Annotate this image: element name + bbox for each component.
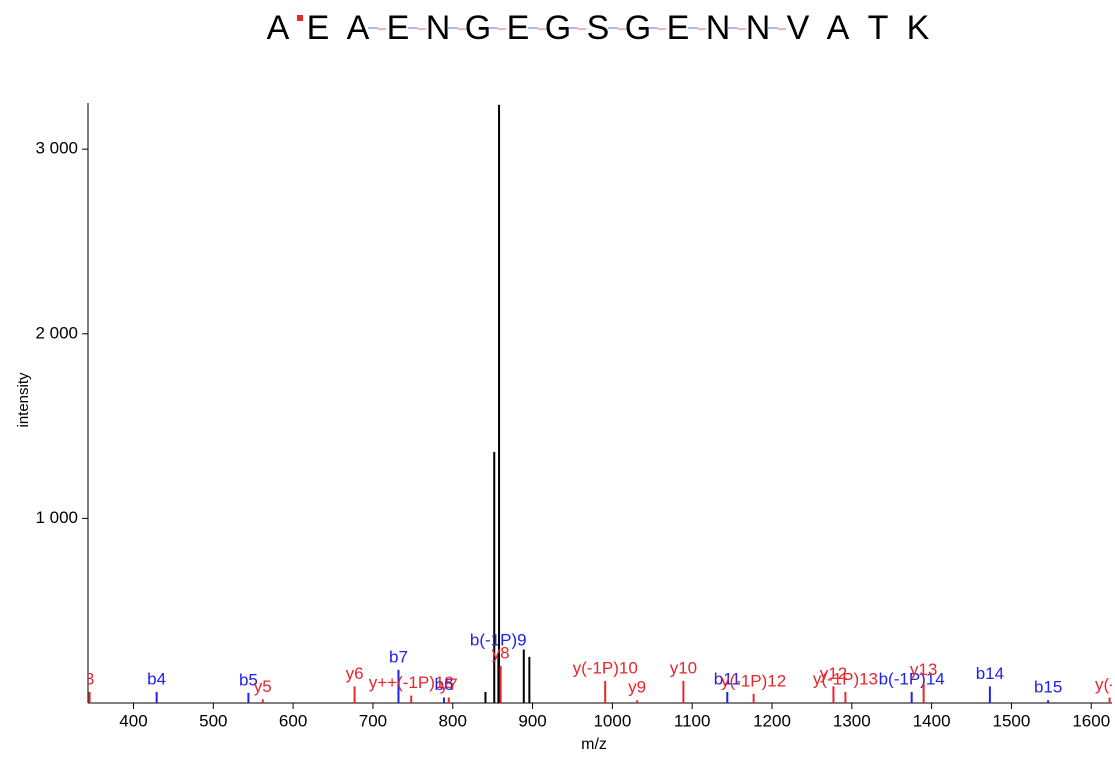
plot-area: 3b4b5y5y6b7y++(-1P)18b6y7b(-1P)9y8y(-1P)… xyxy=(85,104,1115,703)
residue: G xyxy=(545,9,571,47)
peak-label: y9 xyxy=(628,678,646,697)
peak-label: y++(-1P)18 xyxy=(369,673,454,692)
residue: V xyxy=(787,9,810,47)
residue: E xyxy=(507,9,530,47)
peak-label: b5 xyxy=(239,670,258,689)
peak-label: y(-1P)12 xyxy=(721,671,786,690)
y-axis-label: intensity xyxy=(15,372,32,428)
x-tick-label: 600 xyxy=(279,711,307,730)
x-tick-label: 700 xyxy=(359,711,387,730)
x-tick-label: 500 xyxy=(199,711,227,730)
peak-label: y(-1P)10 xyxy=(573,658,638,677)
residue: E xyxy=(387,9,410,47)
peak-label: b4 xyxy=(147,669,166,688)
residue: T xyxy=(868,9,889,47)
peak-label: b15 xyxy=(1034,678,1062,697)
residue: A xyxy=(827,9,850,47)
y-tick-label: 3 000 xyxy=(35,139,78,158)
peak-label: y8 xyxy=(492,644,510,663)
x-tick-label: 800 xyxy=(439,711,467,730)
peak-label: y12 xyxy=(820,664,847,683)
x-axis-label: m/z xyxy=(581,736,607,753)
peak-label: y(-1P)13 xyxy=(813,669,878,688)
x-tick-label: 1300 xyxy=(833,711,871,730)
x-tick-label: 1000 xyxy=(593,711,631,730)
peak-label: b11 xyxy=(714,669,741,688)
residue: N xyxy=(746,9,771,47)
residue: S xyxy=(587,9,610,47)
y-tick-label: 2 000 xyxy=(35,323,78,342)
peak-label: b7 xyxy=(389,647,408,666)
x-tick-label: 1400 xyxy=(913,711,951,730)
x-tick-label: 1600 xyxy=(1072,711,1110,730)
peak-label: y5 xyxy=(254,677,272,696)
residue: A xyxy=(347,9,370,47)
residue: G xyxy=(465,9,491,47)
x-tick-label: 1100 xyxy=(674,711,711,730)
y-tick-label: 1 000 xyxy=(35,508,78,527)
peak-label: y10 xyxy=(670,658,697,677)
residue: E xyxy=(307,9,330,47)
x-tick-label: 1500 xyxy=(993,711,1031,730)
residue: G xyxy=(625,9,651,47)
peak-label: b6 xyxy=(435,675,454,694)
x-tick-label: 400 xyxy=(119,711,147,730)
peak-label: y(-1 xyxy=(1095,675,1115,694)
peak-label: b(-1P)14 xyxy=(879,669,945,688)
residue: E xyxy=(667,9,690,47)
peak-label: y7 xyxy=(440,675,458,694)
peak-label: 3 xyxy=(85,669,94,688)
peak-label: y6 xyxy=(346,664,364,683)
residue: K xyxy=(907,9,930,47)
modification-mark xyxy=(297,15,303,21)
x-tick-label: 900 xyxy=(518,711,546,730)
residue: N xyxy=(426,9,451,47)
residue: A xyxy=(267,9,290,47)
peak-label: y13 xyxy=(910,660,937,679)
x-tick-label: 1200 xyxy=(753,711,791,730)
residue: N xyxy=(706,9,731,47)
peak-label: b14 xyxy=(976,664,1004,683)
